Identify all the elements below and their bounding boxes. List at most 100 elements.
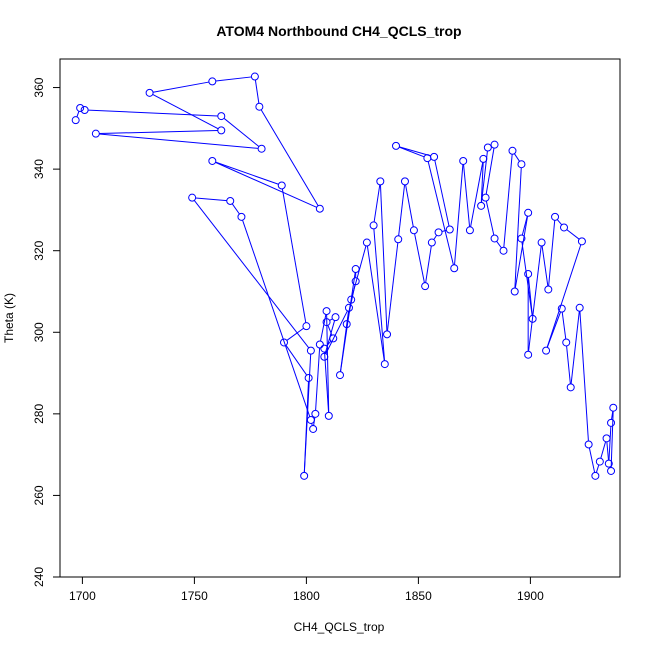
data-point: [557, 304, 566, 313]
series-segment: [514, 167, 522, 289]
series-segment: [588, 447, 596, 473]
data-point: [430, 152, 439, 161]
data-point: [322, 307, 331, 316]
series-segment: [254, 79, 260, 104]
data-point: [445, 225, 454, 234]
data-point: [302, 322, 311, 331]
series-segment: [610, 411, 614, 468]
data-point: [71, 116, 80, 125]
data-point: [362, 238, 371, 247]
series-segment: [485, 200, 495, 236]
series-segment: [223, 117, 260, 147]
series-segment: [611, 411, 614, 420]
y-tick-label: 280: [32, 404, 46, 424]
data-point: [336, 371, 344, 380]
data-point: [409, 226, 418, 235]
series-segment: [398, 184, 406, 236]
x-tick-label: 1750: [181, 589, 208, 603]
data-point: [434, 228, 443, 237]
series-segment: [454, 164, 464, 265]
y-tick-label: 320: [32, 240, 46, 260]
data-point: [208, 156, 217, 165]
x-axis-label: CH4_QCLS_trop: [294, 620, 385, 634]
data-point: [351, 265, 360, 274]
data-point: [250, 72, 259, 81]
series-segment: [346, 302, 352, 321]
series-segment: [433, 234, 438, 240]
data-point: [208, 77, 217, 86]
data-point: [609, 403, 618, 412]
data-point: [277, 181, 286, 190]
data-point: [342, 320, 351, 329]
data-point: [304, 373, 313, 382]
data-point: [479, 154, 488, 163]
series-segment: [340, 272, 356, 372]
series-segment: [485, 148, 495, 195]
data-point: [490, 140, 499, 149]
series-segment: [514, 153, 520, 162]
data-point: [145, 88, 154, 97]
data-point: [351, 277, 360, 286]
series-segment: [88, 109, 218, 117]
series-segment: [608, 426, 612, 461]
series-segment: [528, 245, 542, 352]
data-point: [560, 223, 568, 232]
series-segment: [595, 464, 600, 473]
data-point: [280, 338, 288, 347]
series-segment: [99, 129, 218, 135]
data-point: [542, 346, 551, 355]
data-point: [524, 208, 533, 217]
series-segment: [546, 244, 582, 348]
data-point: [517, 160, 526, 169]
data-point: [383, 330, 392, 339]
data-point: [217, 126, 226, 135]
data-point: [76, 103, 85, 112]
series-segment: [548, 220, 556, 287]
data-point: [508, 146, 517, 155]
data-point: [324, 411, 333, 420]
series-segment: [425, 245, 432, 283]
series-segment: [99, 133, 259, 149]
y-tick-label: 260: [32, 485, 46, 505]
data-point: [344, 303, 353, 312]
series-segment: [600, 441, 607, 459]
series-segment: [414, 233, 425, 283]
series-segment: [496, 240, 502, 249]
series-segment: [215, 76, 252, 82]
data-point: [607, 418, 616, 427]
data-point: [481, 193, 490, 202]
data-point: [315, 340, 324, 349]
data-point: [499, 246, 508, 255]
data-point: [311, 409, 320, 418]
data-point: [421, 282, 430, 291]
series-segment: [193, 200, 310, 349]
data-point: [347, 295, 356, 304]
data-point: [427, 238, 436, 247]
series-segment: [503, 154, 513, 248]
data-point: [566, 383, 575, 392]
data-point: [380, 360, 389, 369]
series-segment: [324, 352, 330, 413]
data-point: [309, 424, 318, 433]
series-segment: [521, 241, 533, 316]
series-segment: [463, 164, 471, 227]
series-segment: [215, 161, 317, 208]
data-point: [394, 235, 403, 244]
data-point: [602, 434, 611, 443]
series-segment: [427, 161, 454, 265]
y-tick-label: 360: [32, 77, 46, 97]
data-point: [300, 471, 309, 480]
series-segment: [514, 216, 529, 289]
data-point: [322, 318, 331, 327]
series-segment: [379, 184, 388, 331]
data-point: [450, 264, 459, 273]
x-tick-label: 1700: [69, 589, 96, 603]
data-point: [477, 201, 486, 210]
data-point: [595, 457, 604, 466]
data-point: [188, 193, 197, 202]
series-segment: [441, 229, 447, 232]
series-segment: [521, 216, 528, 236]
data-point: [257, 144, 266, 153]
series-segment: [541, 245, 549, 287]
series-segment: [326, 314, 330, 413]
